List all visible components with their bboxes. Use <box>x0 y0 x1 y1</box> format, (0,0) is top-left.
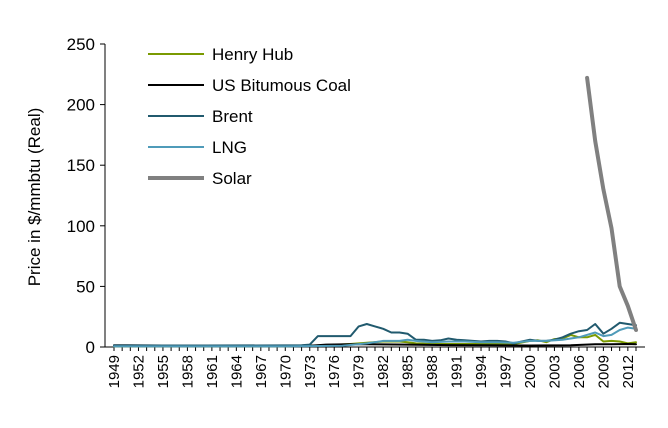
legend-label-henry-hub: Henry Hub <box>212 45 293 64</box>
y-tick-label: 0 <box>86 338 95 357</box>
x-tick-label: 1961 <box>204 355 221 388</box>
x-tick-label: 2003 <box>546 355 563 388</box>
y-tick-label: 50 <box>76 277 95 296</box>
x-tick-label: 2000 <box>522 355 539 388</box>
legend-label-brent: Brent <box>212 107 253 126</box>
x-tick-label: 1991 <box>449 355 466 388</box>
legend-label-us-bitumous-coal: US Bitumous Coal <box>212 76 351 95</box>
x-tick-label: 1976 <box>326 355 343 388</box>
x-tick-label: 1979 <box>351 355 368 388</box>
y-tick-label: 150 <box>67 156 95 175</box>
y-tick-label: 200 <box>67 96 95 115</box>
y-tick-label: 100 <box>67 217 95 236</box>
x-tick-label: 1997 <box>498 355 515 388</box>
y-axis-title: Price in $/mmbtu (Real) <box>25 108 44 287</box>
legend-label-lng: LNG <box>212 138 247 157</box>
legend-label-solar: Solar <box>212 169 252 188</box>
x-tick-label: 1967 <box>253 355 270 388</box>
series-line-brent <box>113 321 637 347</box>
x-tick-label: 1958 <box>179 355 196 388</box>
x-tick-label: 1988 <box>424 355 441 388</box>
x-tick-label: 1955 <box>155 355 172 388</box>
x-tick-label: 2006 <box>571 355 588 388</box>
series-line-lng <box>113 326 637 348</box>
x-tick-label: 1952 <box>130 355 147 388</box>
x-tick-label: 1964 <box>228 355 245 388</box>
x-tick-label: 1994 <box>473 355 490 388</box>
x-tick-label: 1973 <box>302 355 319 388</box>
x-tick-label: 1970 <box>277 355 294 388</box>
y-tick-label: 250 <box>67 35 95 54</box>
series-line-solar <box>585 75 638 332</box>
x-tick-label: 2009 <box>595 355 612 388</box>
x-tick-label: 1949 <box>106 355 123 388</box>
x-tick-label: 2012 <box>620 355 637 388</box>
x-tick-label: 1985 <box>400 355 417 388</box>
x-tick-label: 1982 <box>375 355 392 388</box>
